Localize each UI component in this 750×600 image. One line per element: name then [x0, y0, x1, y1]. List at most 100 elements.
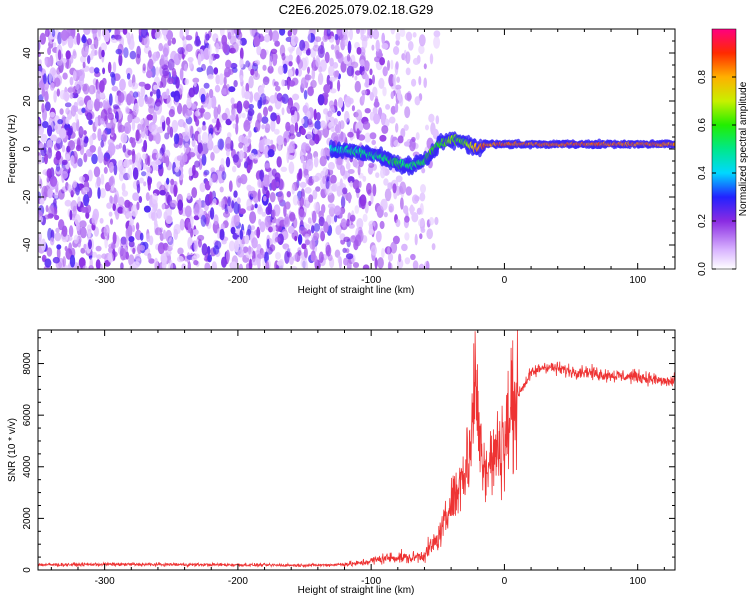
heatmap-cell [333, 205, 341, 216]
heatmap-cell [264, 138, 272, 146]
heatmap-cell [315, 55, 320, 67]
heatmap-cell [162, 119, 166, 132]
heatmap-cell [239, 74, 244, 83]
heatmap-cell [83, 193, 90, 207]
y-tick-label: 8000 [22, 352, 33, 375]
heatmap-cell [256, 226, 261, 239]
heatmap-cell [110, 127, 115, 136]
heatmap-cell [328, 206, 335, 217]
heatmap-cell [154, 227, 163, 236]
heatmap-cell [349, 29, 353, 41]
heatmap-cell [312, 189, 318, 200]
heatmap-cell [281, 93, 289, 105]
heatmap-cell [297, 234, 303, 245]
heatmap-cell [347, 40, 352, 54]
heatmap-cell [300, 155, 305, 164]
heatmap-cell [328, 65, 335, 77]
heatmap-cell [184, 205, 192, 218]
heatmap-cell [423, 77, 428, 89]
heatmap-cell [53, 42, 57, 48]
heatmap-cell [55, 163, 61, 172]
spectrogram-heat-layer [38, 29, 675, 269]
heatmap-cell [310, 79, 317, 89]
heatmap-cell [223, 211, 230, 218]
heatmap-cell [403, 205, 409, 215]
heatmap-cell [171, 119, 179, 133]
heatmap-cell [352, 262, 360, 268]
heatmap-cell [57, 119, 64, 125]
heatmap-cell [405, 51, 411, 64]
heatmap-cell [39, 198, 45, 205]
heatmap-cell [148, 105, 155, 115]
snr-series-line [38, 330, 675, 569]
heatmap-cell [379, 220, 385, 230]
heatmap-cell [400, 197, 404, 210]
heatmap-cell [119, 248, 127, 261]
heatmap-cell [88, 119, 93, 126]
heatmap-cell [194, 160, 201, 168]
heatmap-cell [322, 35, 329, 43]
heatmap-cell [267, 65, 274, 74]
heatmap-cell [242, 246, 249, 254]
heatmap-cell [230, 97, 235, 105]
heatmap-cell [77, 157, 83, 167]
heatmap-cell [73, 234, 79, 244]
heatmap-cell [79, 220, 87, 229]
heatmap-cell [268, 226, 273, 233]
heatmap-cell [346, 218, 350, 227]
heatmap-cell [158, 42, 163, 52]
heatmap-cell [236, 39, 242, 46]
heatmap-cell [123, 47, 129, 59]
heatmap-cell [68, 225, 74, 238]
heatmap-cell [61, 159, 68, 165]
heatmap-cell [124, 199, 131, 208]
heatmap-cell [388, 262, 393, 269]
heatmap-cell [151, 211, 158, 221]
heatmap-cell [433, 35, 441, 49]
heatmap-cell [289, 124, 295, 136]
heatmap-cell [395, 32, 401, 42]
heatmap-cell [326, 29, 331, 37]
heatmap-cell [374, 257, 378, 269]
heatmap-cell [65, 50, 71, 60]
heatmap-cell [205, 33, 210, 41]
heatmap-cell [345, 161, 351, 170]
heatmap-cell [215, 42, 220, 54]
heatmap-cell [173, 184, 178, 197]
heatmap-cell [155, 98, 162, 107]
heatmap-cell [364, 132, 372, 143]
heatmap-cell [273, 128, 280, 135]
heatmap-cell [194, 203, 200, 214]
heatmap-cell [251, 258, 259, 266]
heatmap-cell [212, 198, 217, 205]
heatmap-cell [418, 34, 426, 47]
heatmap-cell [395, 102, 399, 113]
heatmap-cell [49, 111, 56, 118]
heatmap-cell [44, 258, 52, 268]
heatmap-cell [64, 92, 70, 102]
heatmap-cell [39, 216, 44, 223]
heatmap-cell [108, 161, 114, 174]
heatmap-cell [299, 181, 307, 188]
heatmap-cell [294, 235, 298, 242]
heatmap-cell [253, 92, 261, 102]
heatmap-cell [266, 238, 270, 249]
heatmap-cell [336, 29, 342, 36]
heatmap-cell [313, 231, 320, 241]
heatmap-cell [104, 235, 108, 249]
heatmap-cell [179, 67, 184, 81]
heatmap-cell [99, 188, 106, 199]
heatmap-cell [128, 236, 135, 243]
heatmap-cell [201, 153, 207, 166]
heatmap-cell [170, 184, 174, 194]
heatmap-cell [56, 67, 61, 75]
heatmap-cell [65, 153, 71, 161]
heatmap-cell [49, 175, 58, 187]
heatmap-cell [103, 29, 110, 43]
heatmap-cell [345, 253, 354, 260]
heatmap-cell [356, 47, 362, 55]
y-tick-label: 0 [22, 146, 33, 152]
heatmap-cell [197, 53, 202, 66]
heatmap-cell [329, 76, 336, 82]
heatmap-cell [269, 55, 273, 69]
